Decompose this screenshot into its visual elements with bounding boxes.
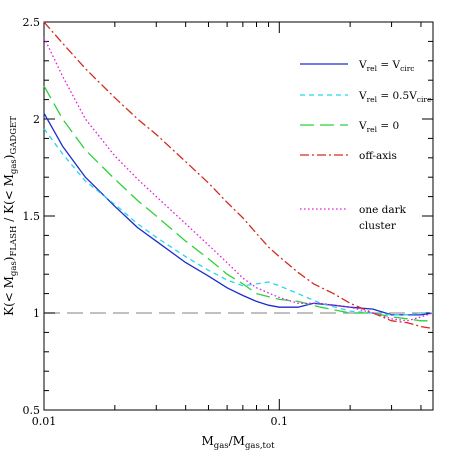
plot-frame (43, 21, 434, 411)
series-line-v-rel-0 (43, 85, 433, 322)
legend-label-continued: cluster (359, 220, 397, 232)
y-tick-label: 2 (33, 113, 40, 126)
tick-layer: 0.01 0.1 0.5 1 1.5 2 2.5 (23, 16, 433, 428)
series-line-off-axis (43, 21, 434, 330)
series-line-v-rel-0-5v-circ (43, 128, 433, 316)
y-axis-title: K(< Mgas)FLASH / K(< Mgas)GADGET (2, 116, 19, 316)
x-tick-label: 0.1 (271, 415, 289, 428)
legend-label-one-dark-cluster: one dark (359, 204, 407, 216)
legend-label-v-rel-0: Vrel = 0 (358, 120, 399, 134)
legend: Vrel = Vcirc Vrel = 0.5Vcirc Vrel = 0 off-a… (300, 59, 431, 232)
series-layer (43, 21, 434, 330)
y-tick-label: 1 (33, 307, 40, 320)
legend-label-v-rel-0-5v-circ: Vrel = 0.5Vcirc (358, 90, 431, 104)
series-line-v-rel-v-circ (43, 112, 434, 316)
y-tick-label: 2.5 (23, 16, 41, 29)
legend-label-v-rel-v-circ: Vrel = Vcirc (358, 59, 414, 73)
series-line-one-dark-cluster (43, 37, 434, 322)
y-tick-label: 1.5 (23, 210, 41, 223)
legend-label-off-axis: off-axis (359, 150, 397, 162)
x-tick-label: 0.01 (32, 415, 57, 428)
y-tick-label: 0.5 (23, 404, 41, 417)
x-axis-title: Mgas/Mgas,tot (201, 434, 275, 451)
